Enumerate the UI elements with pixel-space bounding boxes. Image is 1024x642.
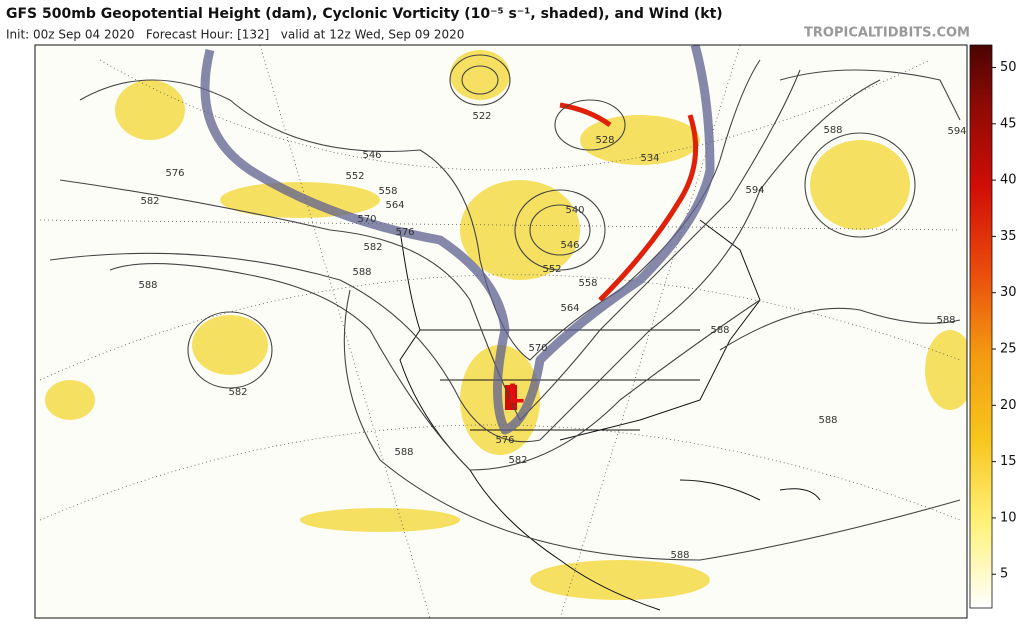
contour-label: 588: [936, 315, 955, 326]
contour-label: 558: [378, 186, 397, 197]
contour-label: 570: [528, 343, 547, 354]
contour-label: 594: [947, 126, 966, 137]
contour-label: 528: [595, 135, 614, 146]
colorbar: [969, 44, 993, 609]
colorbar-tick-label: 50: [1000, 60, 1017, 75]
height-contours: [49, 54, 961, 561]
contour-label: 552: [542, 264, 561, 275]
contour-label: 546: [362, 150, 381, 161]
colorbar-tick-label: 40: [1000, 173, 1017, 188]
contour-label: 588: [710, 325, 729, 336]
contour-labels: 576 582 588 582 522 528 534 546 552 558 …: [138, 111, 966, 561]
contour-label: 522: [472, 111, 491, 122]
contour-label: 588: [818, 415, 837, 426]
colorbar-tick-label: 10: [1000, 510, 1017, 525]
contour-label: 558: [578, 278, 597, 289]
colorbar-tick-label: 5: [1000, 567, 1008, 582]
contour-label: 564: [560, 303, 579, 314]
subtitle: Init: 00z Sep 04 2020 Forecast Hour: [13…: [6, 28, 464, 42]
contour-label: 534: [640, 153, 659, 164]
contour-label: 582: [140, 196, 159, 207]
contour-label: 594: [745, 185, 764, 196]
contour-label: 540: [565, 205, 584, 216]
contour-label: 588: [138, 280, 157, 291]
colorbar-tick-label: 30: [1000, 285, 1017, 300]
contour-label: 576: [165, 168, 184, 179]
contour-label: 546: [560, 240, 579, 251]
contour-label: 552: [345, 171, 364, 182]
contour-label: 576: [495, 435, 514, 446]
contour-label: 582: [228, 387, 247, 398]
jet-stream-arrow: [200, 45, 715, 435]
colorbar-tick-label: 25: [1000, 342, 1017, 357]
contour-label: 576: [395, 227, 414, 238]
title: GFS 500mb Geopotential Height (dam), Cyc…: [6, 6, 723, 22]
contour-label: 588: [352, 267, 371, 278]
colorbar-tick-label: 35: [1000, 229, 1017, 244]
vorticity-shading: [45, 50, 967, 600]
contour-label: 588: [394, 447, 413, 458]
source: TROPICALTIDBITS.COM: [804, 26, 970, 41]
colorbar-tick-label: 45: [1000, 116, 1017, 131]
contour-label: 564: [385, 200, 404, 211]
colorbar-tick-label: 15: [1000, 454, 1017, 469]
contour-label: 582: [508, 455, 527, 466]
low-marker: L: [508, 380, 525, 410]
map: L 576 582 588 582 522 528 534 546 552 55…: [35, 45, 967, 618]
contour-label: 582: [363, 242, 382, 253]
contour-label: 588: [670, 550, 689, 561]
map-frame: [34, 44, 968, 619]
colorbar-tick-label: 20: [1000, 398, 1017, 413]
contour-label: 570: [357, 214, 376, 225]
contour-label: 588: [823, 125, 842, 136]
